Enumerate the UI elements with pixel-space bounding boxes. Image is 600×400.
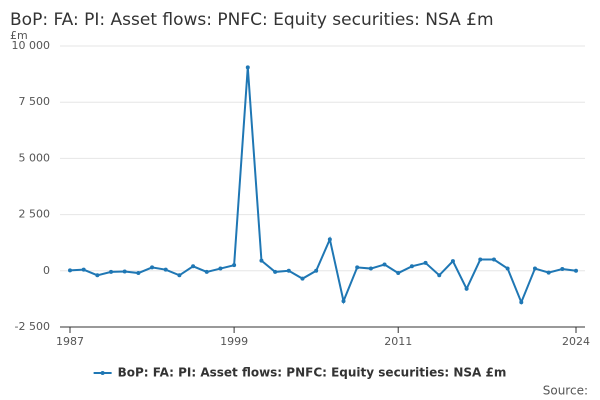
data-point [341,299,346,304]
y-tick-label: 10 000 [12,39,51,52]
data-point [519,300,524,305]
legend-marker [100,371,105,375]
chart-title: BoP: FA: PI: Asset flows: PNFC: Equity s… [10,10,494,30]
data-point [136,271,141,276]
data-point [150,265,155,270]
data-point [450,259,455,264]
data-point [355,265,360,270]
data-point [68,268,72,273]
data-point [423,260,428,265]
data-point [273,269,278,274]
data-point [491,257,496,262]
data-point [300,276,305,281]
data-point [437,273,442,278]
legend-label: BoP: FA: PI: Asset flows: PNFC: Equity s… [118,366,507,380]
data-point [505,266,510,271]
data-point [245,65,250,70]
data-point [95,273,100,278]
y-axis-label: £m [10,29,28,42]
data-point [409,264,414,269]
data-point [177,273,182,278]
series-line [69,67,577,305]
x-tick-label: 1999 [220,335,248,348]
x-tick-label: 2024 [562,335,590,348]
y-tick-label: -2 500 [15,320,50,333]
data-point [574,268,578,273]
data-point [163,267,168,272]
data-point [232,263,237,268]
data-point [204,269,209,274]
data-point [109,269,114,274]
data-point [478,257,483,262]
data-point [396,271,401,276]
data-point [532,266,537,271]
data-point [382,262,387,267]
data-point [81,267,86,272]
x-tick-label: 1987 [56,335,84,348]
data-point [286,268,291,273]
y-tick-label: 7 500 [19,95,51,108]
data-point [218,266,223,271]
data-point [327,237,332,242]
y-tick-label: 0 [43,264,50,277]
y-tick-label: 2 500 [19,208,51,221]
y-tick-label: 5 000 [19,151,51,164]
source: Source: [543,384,588,398]
data-point [464,286,469,291]
data-point [314,268,319,273]
data-point [560,267,565,272]
x-tick-label: 2011 [384,335,412,348]
data-point [368,266,373,271]
data-point [259,258,264,263]
data-point [122,269,127,274]
data-point [191,264,196,269]
data-point [546,270,551,275]
